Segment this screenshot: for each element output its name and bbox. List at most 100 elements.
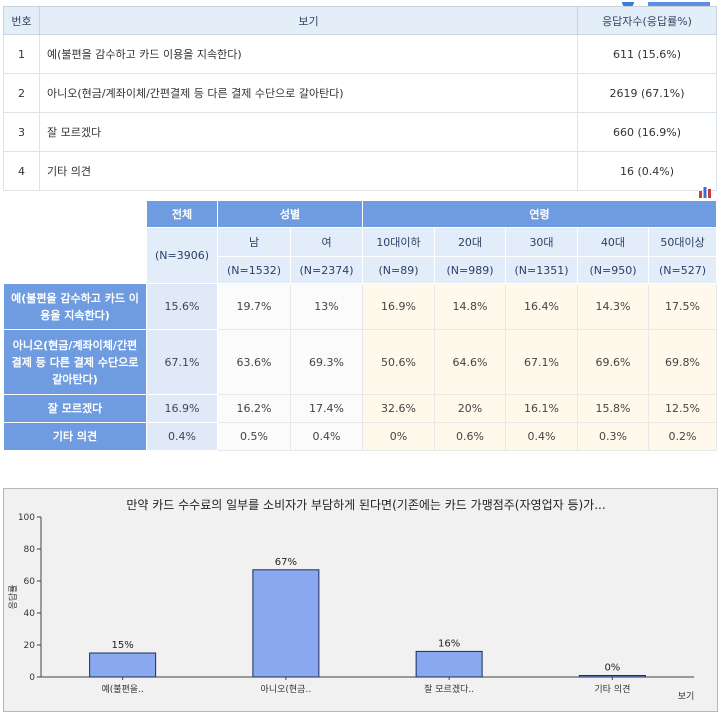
y-tick-label: 40 bbox=[24, 609, 36, 619]
crosstab-corner bbox=[3, 200, 147, 284]
bar-chart: 만약 카드 수수료의 일부를 소비자가 부담하게 된다면(기존에는 카드 가맹점… bbox=[3, 488, 718, 712]
cell: 15.8% bbox=[577, 394, 649, 423]
header-count: 응답자수(응답률%) bbox=[577, 6, 717, 35]
cell: 19.7% bbox=[217, 283, 291, 330]
cell: 16.2% bbox=[217, 394, 291, 423]
table-row: 4 기타 의견 16 (0.4%) bbox=[3, 151, 717, 191]
cell-total: 67.1% bbox=[146, 329, 218, 395]
y-tick-label: 80 bbox=[24, 545, 36, 555]
bar[interactable] bbox=[578, 675, 646, 678]
help-icon bbox=[622, 0, 634, 8]
cell: 69.8% bbox=[647, 329, 718, 395]
chart-canvas: 만약 카드 수수료의 일부를 소비자가 부담하게 된다면(기존에는 카드 가맹점… bbox=[7, 497, 695, 702]
x-tick-label: 기타 의견 bbox=[594, 683, 630, 695]
chart-title: 만약 카드 수수료의 일부를 소비자가 부담하게 된다면(기존에는 카드 가맹점… bbox=[126, 497, 605, 512]
x-tick-label: 아니오(현금.. bbox=[261, 684, 312, 695]
row-label: 기타 의견 bbox=[39, 151, 578, 191]
table-row: 3 잘 모르겠다 660 (16.9%) bbox=[3, 112, 717, 152]
row-no: 1 bbox=[3, 34, 40, 74]
subgroup-n: (N=2374) bbox=[290, 256, 363, 284]
table-row: 기타 의견 0.4% 0.5% 0.4% 0% 0.6% 0.4% 0.3% 0… bbox=[3, 422, 718, 451]
cell: 20% bbox=[434, 394, 506, 423]
header-item: 보기 bbox=[39, 6, 578, 35]
cell: 13% bbox=[290, 283, 363, 330]
cell: 0.4% bbox=[290, 422, 363, 451]
y-axis-label: 응답률 bbox=[7, 585, 19, 610]
table-row: 1 예(불편을 감수하고 카드 이용을 지속한다) 611 (15.6%) bbox=[3, 34, 717, 74]
x-axis-label: 보기 bbox=[678, 691, 695, 702]
subgroup-n: (N=527) bbox=[647, 256, 718, 284]
cell: 12.5% bbox=[647, 394, 718, 423]
cell: 0.3% bbox=[577, 422, 649, 451]
group-total: 전체 bbox=[146, 200, 218, 228]
row-label: 예(불편을 감수하고 카드 이용을 지속한다) bbox=[39, 34, 578, 74]
crosstab-table: 전체 성별 연령 (N=3906) 남 여 10대이하 20대 30대 40대 … bbox=[3, 200, 718, 451]
subgroup-male: 남 bbox=[217, 227, 291, 257]
top-button bbox=[648, 0, 710, 8]
subgroup-n: (N=950) bbox=[577, 256, 649, 284]
header-controls bbox=[612, 0, 712, 8]
y-tick-label: 60 bbox=[24, 577, 36, 587]
bar-value-label: 67% bbox=[275, 557, 297, 568]
group-age: 연령 bbox=[361, 200, 718, 228]
subgroup-40s: 40대 bbox=[577, 227, 649, 257]
cell: 69.3% bbox=[290, 329, 363, 395]
subgroup-n: (N=89) bbox=[362, 256, 435, 284]
bar[interactable] bbox=[252, 569, 320, 678]
cell: 0.5% bbox=[217, 422, 291, 451]
y-tick-label: 0 bbox=[29, 673, 35, 683]
row-header: 기타 의견 bbox=[3, 422, 147, 451]
row-header: 잘 모르겠다 bbox=[3, 394, 147, 423]
table-row: 예(불편을 감수하고 카드 이용을 지속한다) 15.6% 19.7% 13% … bbox=[3, 283, 718, 330]
response-table: 번호 보기 응답자수(응답률%) 1 예(불편을 감수하고 카드 이용을 지속한… bbox=[3, 6, 717, 191]
bar[interactable] bbox=[415, 650, 483, 678]
cell: 16.9% bbox=[362, 283, 435, 330]
cell: 0.2% bbox=[647, 422, 718, 451]
row-count: 660 (16.9%) bbox=[577, 112, 717, 152]
cell: 32.6% bbox=[362, 394, 435, 423]
cell: 64.6% bbox=[434, 329, 506, 395]
row-count: 16 (0.4%) bbox=[577, 151, 717, 191]
table-row: 2 아니오(현금/계좌이체/간편결제 등 다른 결제 수단으로 갈아탄다) 26… bbox=[3, 73, 717, 113]
table-row: 아니오(현금/계좌이체/간편 결제 등 다른 결제 수단으로 갈아탄다) 67.… bbox=[3, 329, 718, 395]
cell: 14.8% bbox=[434, 283, 506, 330]
cell: 0.4% bbox=[505, 422, 578, 451]
y-tick-label: 100 bbox=[18, 513, 35, 523]
row-no: 2 bbox=[3, 73, 40, 113]
subgroup-female: 여 bbox=[290, 227, 363, 257]
row-label: 잘 모르겠다 bbox=[39, 112, 578, 152]
row-label: 아니오(현금/계좌이체/간편결제 등 다른 결제 수단으로 갈아탄다) bbox=[39, 73, 578, 113]
bar-chart-icon[interactable] bbox=[698, 184, 712, 198]
subgroup-n: (N=1532) bbox=[217, 256, 291, 284]
row-no: 3 bbox=[3, 112, 40, 152]
y-tick-label: 20 bbox=[24, 641, 36, 651]
x-tick-label: 예(불편을.. bbox=[101, 683, 143, 695]
table-row: 잘 모르겠다 16.9% 16.2% 17.4% 32.6% 20% 16.1%… bbox=[3, 394, 718, 423]
x-tick-label: 잘 모르겠다.. bbox=[424, 683, 474, 695]
subgroup-n: (N=1351) bbox=[505, 256, 578, 284]
cell-total: 16.9% bbox=[146, 394, 218, 423]
header-no: 번호 bbox=[3, 6, 40, 35]
bar[interactable] bbox=[89, 652, 157, 678]
cell: 16.4% bbox=[505, 283, 578, 330]
cell: 0.6% bbox=[434, 422, 506, 451]
subgroup-n: (N=989) bbox=[434, 256, 506, 284]
cell: 16.1% bbox=[505, 394, 578, 423]
row-header: 아니오(현금/계좌이체/간편 결제 등 다른 결제 수단으로 갈아탄다) bbox=[3, 329, 147, 395]
bar-value-label: 0% bbox=[604, 663, 620, 674]
row-count: 611 (15.6%) bbox=[577, 34, 717, 74]
cell: 67.1% bbox=[505, 329, 578, 395]
subgroup-10s: 10대이하 bbox=[362, 227, 435, 257]
cell: 17.5% bbox=[647, 283, 718, 330]
bar-value-label: 15% bbox=[112, 640, 134, 651]
cell-total: 0.4% bbox=[146, 422, 218, 451]
subgroup-50s: 50대이상 bbox=[647, 227, 718, 257]
row-header: 예(불편을 감수하고 카드 이용을 지속한다) bbox=[3, 283, 147, 330]
bar-value-label: 16% bbox=[438, 638, 460, 649]
cell: 63.6% bbox=[217, 329, 291, 395]
cell: 14.3% bbox=[577, 283, 649, 330]
row-no: 4 bbox=[3, 151, 40, 191]
cell: 69.6% bbox=[577, 329, 649, 395]
subgroup-30s: 30대 bbox=[505, 227, 578, 257]
cell: 0% bbox=[362, 422, 435, 451]
